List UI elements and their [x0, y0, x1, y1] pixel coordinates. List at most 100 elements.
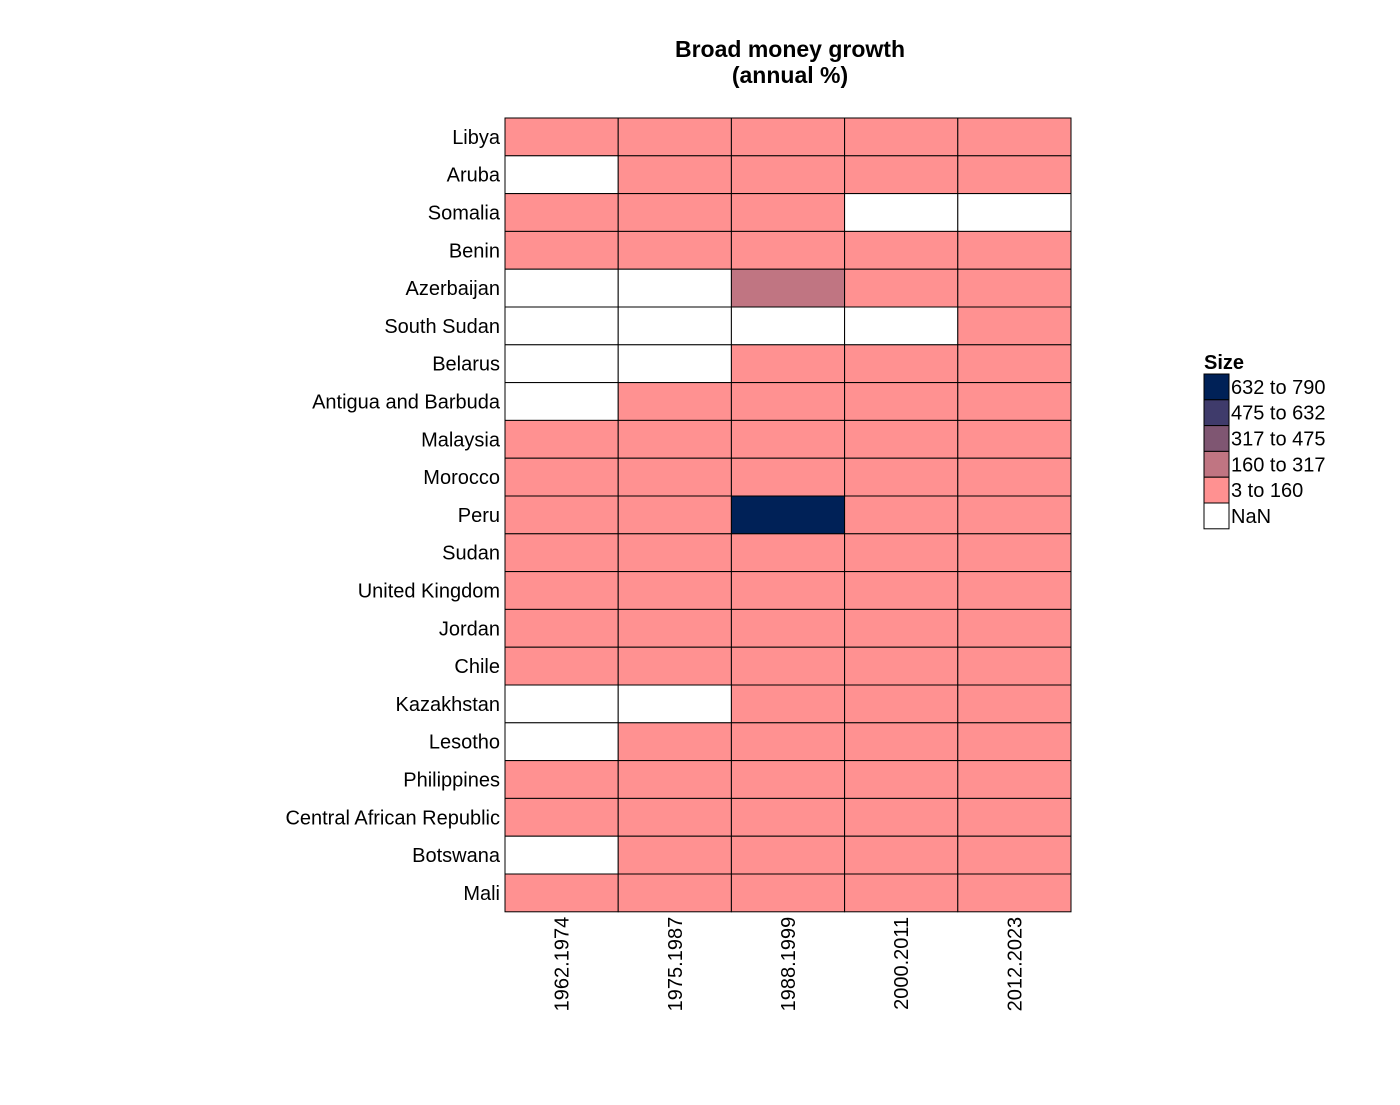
heatmap-cell [844, 797, 959, 837]
heatmap-cell [957, 835, 1072, 875]
heatmap-cell [730, 722, 846, 762]
heatmap-cell [844, 533, 959, 573]
row-labels: Libya Aruba Somalia Benin Azerbaijan South Su… [285, 127, 500, 905]
heatmap-cell [730, 873, 846, 913]
heatmap-cell [504, 835, 619, 875]
row-label: Jordan [439, 618, 500, 640]
legend-swatch [1203, 502, 1230, 530]
heatmap-cell [617, 155, 732, 195]
heatmap-cell [957, 533, 1072, 573]
column-label: 1975.1987 [665, 917, 687, 1012]
heatmap-cell [504, 230, 619, 270]
heatmap-cell [617, 419, 732, 459]
heatmap-cell [844, 382, 959, 421]
heatmap-cell [957, 571, 1072, 610]
heatmap-cell [957, 646, 1072, 686]
heatmap-cell [504, 155, 619, 195]
heatmap-cell [844, 268, 959, 308]
heatmap-cell [957, 495, 1072, 535]
chart-title-line: Broad money growth [675, 36, 905, 62]
row-label: United Kingdom [358, 581, 500, 603]
chart-title-line: (annual %) [732, 62, 848, 88]
heatmap-cell [844, 306, 959, 346]
heatmap-cell [730, 760, 846, 799]
heatmap-cell [617, 835, 732, 875]
chart-title: Broad money growth (annual %) [675, 36, 905, 88]
heatmap-cell [844, 495, 959, 535]
heatmap-cell [730, 835, 846, 875]
heatmap-cell [504, 571, 619, 610]
heatmap-cell [730, 684, 846, 724]
heatmap-cell [504, 457, 619, 497]
heatmap-cell [957, 306, 1072, 346]
heatmap-cell [617, 646, 732, 686]
row-label: Lesotho [429, 732, 500, 754]
heatmap-cell [844, 873, 959, 913]
legend-swatch [1203, 373, 1230, 401]
heatmap-cell [730, 457, 846, 497]
heatmap-cell [957, 797, 1072, 837]
heatmap-cell [504, 268, 619, 308]
heatmap-cell [504, 419, 619, 459]
legend-swatch [1203, 399, 1230, 427]
row-label: Central African Republic [285, 807, 500, 829]
legend-label: 632 to 790 [1231, 377, 1326, 399]
heatmap-cell [617, 722, 732, 762]
heatmap-cell [844, 722, 959, 762]
row-label: Antigua and Barbuda [312, 392, 501, 414]
heatmap-cell [730, 230, 846, 270]
heatmap-cell [957, 457, 1072, 497]
row-label: Azerbaijan [405, 278, 500, 300]
heatmap-cell [957, 382, 1072, 421]
heatmap-cell [617, 117, 732, 157]
heatmap-cell [504, 684, 619, 724]
heatmap-cell [957, 344, 1072, 384]
column-labels: 1962.1974 1975.1987 1988.1999 2000.2011 2012… [552, 917, 1027, 1012]
heatmap-cell [730, 608, 846, 648]
heatmap-cell [617, 873, 732, 913]
heatmap-cell [730, 155, 846, 195]
row-label: Peru [458, 505, 500, 527]
legend-label: 160 to 317 [1231, 454, 1326, 476]
row-label: Philippines [403, 770, 500, 792]
heatmap-cell [957, 722, 1072, 762]
heatmap-cell [844, 608, 959, 648]
heatmap-cell [504, 495, 619, 535]
heatmap-cell [504, 760, 619, 799]
legend-label: 317 to 475 [1231, 429, 1326, 451]
row-label: Aruba [447, 165, 501, 187]
heatmap-cell [957, 155, 1072, 195]
heatmap-cell [617, 230, 732, 270]
heatmap-cell [844, 344, 959, 384]
heatmap-cell [730, 797, 846, 837]
heatmap-cell [730, 646, 846, 686]
legend-label: 3 to 160 [1231, 480, 1303, 502]
heatmap-cell [617, 797, 732, 837]
heatmap-cell [617, 495, 732, 535]
heatmap-cell [730, 306, 846, 346]
heatmap-cell [504, 344, 619, 384]
heatmap-cell [844, 457, 959, 497]
heatmap-cell [617, 760, 732, 799]
heatmap-cell [957, 760, 1072, 799]
heatmap-cell [617, 193, 732, 232]
heatmap-cell [504, 873, 619, 913]
heatmap-cell [957, 193, 1072, 232]
row-label: Botswana [412, 845, 501, 867]
legend: Size 632 to 790 475 to 632 317 to 475 160 to… [1203, 352, 1326, 530]
heatmap-cell [844, 646, 959, 686]
column-label: 1988.1999 [778, 917, 800, 1012]
heatmap-cell [730, 268, 846, 308]
heatmap-cell [730, 117, 846, 157]
heatmap-cells [504, 117, 1072, 913]
heatmap-cell [957, 684, 1072, 724]
legend-label: 475 to 632 [1231, 403, 1326, 425]
heatmap-cell [844, 230, 959, 270]
heatmap-cell [730, 419, 846, 459]
heatmap-cell [957, 608, 1072, 648]
heatmap-cell [730, 193, 846, 232]
heatmap-cell [617, 344, 732, 384]
heatmap-cell [844, 419, 959, 459]
